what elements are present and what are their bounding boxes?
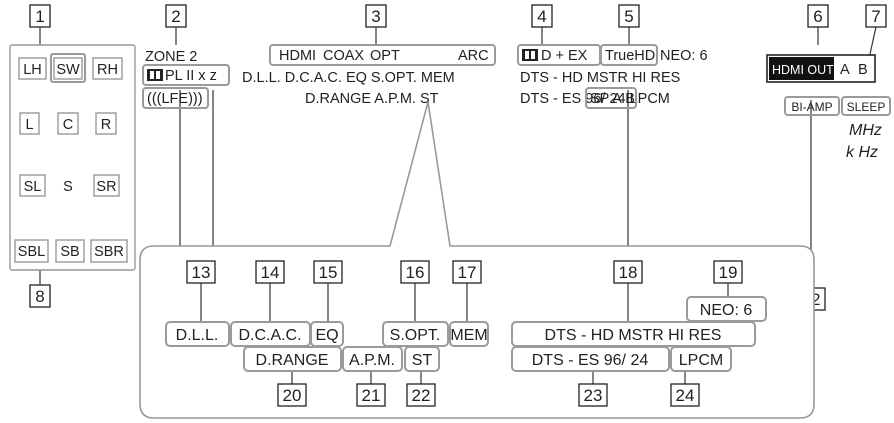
neo6-indicator: NEO: 6 <box>660 48 708 64</box>
hdmi-out-b: B <box>858 62 868 78</box>
zoom-leader-lines <box>200 283 729 384</box>
truehd-indicator: TrueHD <box>605 48 655 64</box>
callout-8: 8 <box>29 284 51 308</box>
zoom-mem: MEM <box>450 327 487 344</box>
callout-number: 22 <box>412 386 431 405</box>
zoom-neo6: NEO: 6 <box>700 302 753 319</box>
callout-number: 4 <box>537 7 546 26</box>
callout-24: 24 <box>670 383 700 407</box>
callout-number: 23 <box>584 386 603 405</box>
dsp-row-3: D.RANGE A.P.M. ST <box>305 91 439 107</box>
decoder-group: D + EX TrueHD NEO: 6 DTS - HD MSTR HI RE… <box>517 44 708 109</box>
channel-c: C <box>63 117 73 133</box>
zoom-callout-bubble <box>139 101 815 419</box>
callout-number: 8 <box>35 287 44 306</box>
callout-number: 13 <box>192 263 211 282</box>
channel-sl: SL <box>24 179 42 195</box>
callout-number: 7 <box>871 7 880 26</box>
dolby-digital-plus-ex: D + EX <box>541 48 588 64</box>
callout-13: 13 <box>186 260 216 284</box>
callout-number: 18 <box>619 263 638 282</box>
callout-number: 20 <box>283 386 302 405</box>
callout-7: 7 <box>865 4 887 28</box>
callout-18: 18 <box>613 260 643 284</box>
sp-ab-indicator: SP A B <box>590 91 635 107</box>
mhz-indicator: MHz <box>849 122 882 139</box>
hdmi-input-indicator: HDMI <box>279 48 316 64</box>
callout-1: 1 <box>29 4 51 28</box>
dts-es-indicator: DTS - ES 96/ 24 LPCM <box>520 91 670 107</box>
lfe-indicator: (((LFE))) <box>147 91 203 107</box>
zone2-indicator: ZONE 2 <box>145 49 197 65</box>
dolby-double-d-icon <box>147 69 163 81</box>
pl-iixz-indicator: PL II x z <box>165 68 217 84</box>
channel-rh: RH <box>97 62 118 78</box>
callout-number: 21 <box>362 386 381 405</box>
zoom-drange: D.RANGE <box>256 352 329 369</box>
zoom-dts-hd: DTS - HD MSTR HI RES <box>545 327 722 344</box>
hdmi-out-indicator: HDMI OUT <box>772 63 834 77</box>
input-dsp-group: HDMI COAX OPT ARC D.L.L. D.C.A.C. EQ S.O… <box>242 44 496 107</box>
arc-indicator: ARC <box>458 48 489 64</box>
dsp-row-2: D.L.L. D.C.A.C. EQ S.OPT. MEM <box>242 70 455 86</box>
callout-number: 5 <box>624 7 633 26</box>
zoom-dcac: D.C.A.C. <box>238 327 301 344</box>
callout-17: 17 <box>452 260 482 284</box>
callout-22: 22 <box>406 383 436 407</box>
callout-20: 20 <box>277 383 307 407</box>
callout-number: 3 <box>371 7 380 26</box>
zoom-dll: D.L.L. <box>176 327 219 344</box>
speaker-channel-grid: LH SW RH L C R SL S SR SBL SB SBR <box>9 44 136 271</box>
callout-2: 2 <box>165 4 187 28</box>
callout-number: 19 <box>719 263 738 282</box>
zoom-lpcm: LPCM <box>679 352 723 369</box>
channel-l: L <box>25 117 33 133</box>
callout-number: 1 <box>35 7 44 26</box>
channel-sw: SW <box>56 62 80 78</box>
callout-23: 23 <box>578 383 608 407</box>
bi-amp-indicator: BI-AMP <box>791 100 832 114</box>
channel-s: S <box>63 179 73 195</box>
callout-number: 14 <box>261 263 280 282</box>
callout-number: 24 <box>676 386 695 405</box>
callout-3: 3 <box>365 4 387 28</box>
channel-sbl: SBL <box>18 244 45 260</box>
callout-number: 17 <box>458 263 477 282</box>
khz-indicator: k Hz <box>846 144 878 161</box>
channel-sr: SR <box>96 179 116 195</box>
channel-lh: LH <box>23 62 42 78</box>
callout-number: 16 <box>406 263 425 282</box>
zoom-eq: EQ <box>315 327 338 344</box>
zoom-sopt: S.OPT. <box>390 327 441 344</box>
callout-21: 21 <box>356 383 386 407</box>
dolby-double-d-icon <box>522 49 538 61</box>
callout-number: 6 <box>813 7 822 26</box>
coax-indicator: COAX <box>323 48 364 64</box>
channel-r: R <box>101 117 111 133</box>
callout-number: 15 <box>319 263 338 282</box>
dts-hd-indicator: DTS - HD MSTR HI RES <box>520 70 680 86</box>
zone-indicator-group: ZONE 2 PL II x z (((LFE))) <box>142 49 230 109</box>
sleep-indicator: SLEEP <box>847 100 886 114</box>
callout-19: 19 <box>713 260 743 284</box>
callout-16: 16 <box>400 260 430 284</box>
channel-sb: SB <box>60 244 79 260</box>
opt-indicator: OPT <box>370 48 400 64</box>
callout-15: 15 <box>313 260 343 284</box>
callout-4: 4 <box>531 4 553 28</box>
zoom-dts-es: DTS - ES 96/ 24 <box>532 352 649 369</box>
zoom-apm: A.P.M. <box>349 352 395 369</box>
output-group: HDMI OUT A B BI-AMP SLEEP MHz k Hz <box>766 54 891 161</box>
hdmi-out-a: A <box>840 62 850 78</box>
callout-5: 5 <box>618 4 640 28</box>
zoom-indicators: NEO: 6 D.L.L. D.C.A.C. EQ S.OPT. MEM DTS… <box>165 296 767 372</box>
callout-6: 6 <box>807 4 829 28</box>
callout-number: 2 <box>171 7 180 26</box>
callout-14: 14 <box>255 260 285 284</box>
channel-sbr: SBR <box>94 244 124 260</box>
zoom-st: ST <box>412 352 433 369</box>
